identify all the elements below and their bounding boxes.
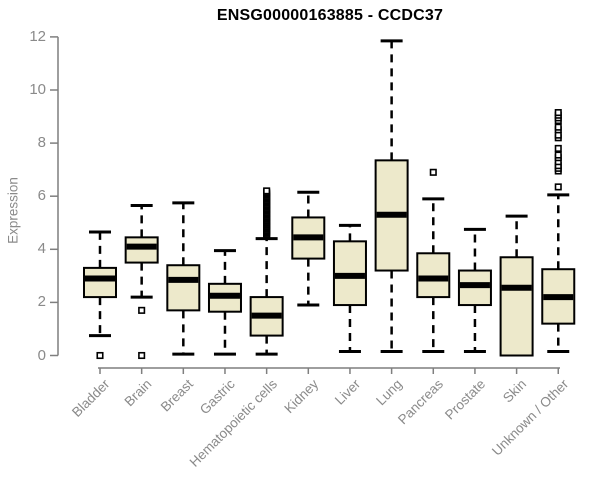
outlier-point-hematopoietic-cells [263,187,271,195]
outlier-point-pancreas [429,168,437,176]
outlier-point-bladder [96,351,104,360]
y-tick-label: 0 [37,346,46,364]
y-tick-label: 12 [29,27,46,45]
outlier-point-unknown-other [554,144,562,152]
y-tick-label: 10 [29,81,46,98]
box-pancreas [416,252,451,299]
outlier-point-brain [138,351,146,360]
box-brain [124,236,159,264]
y-tick-label: 2 [37,293,46,311]
outlier-point-unknown-other [554,183,562,191]
box-bladder [83,266,117,299]
box-skin [499,256,534,357]
outlier-point-unknown-other [554,151,562,159]
y-tick-label: 4 [37,240,46,258]
box-breast [166,264,201,312]
y-tick-label: 8 [37,134,46,152]
y-tick-label: 6 [37,187,46,205]
chart-title: ENSG00000163885 - CCDC37 [216,7,444,24]
outlier-point-unknown-other [554,123,562,131]
outlier-point-unknown-other [554,109,562,117]
outlier-point-brain [138,306,146,314]
